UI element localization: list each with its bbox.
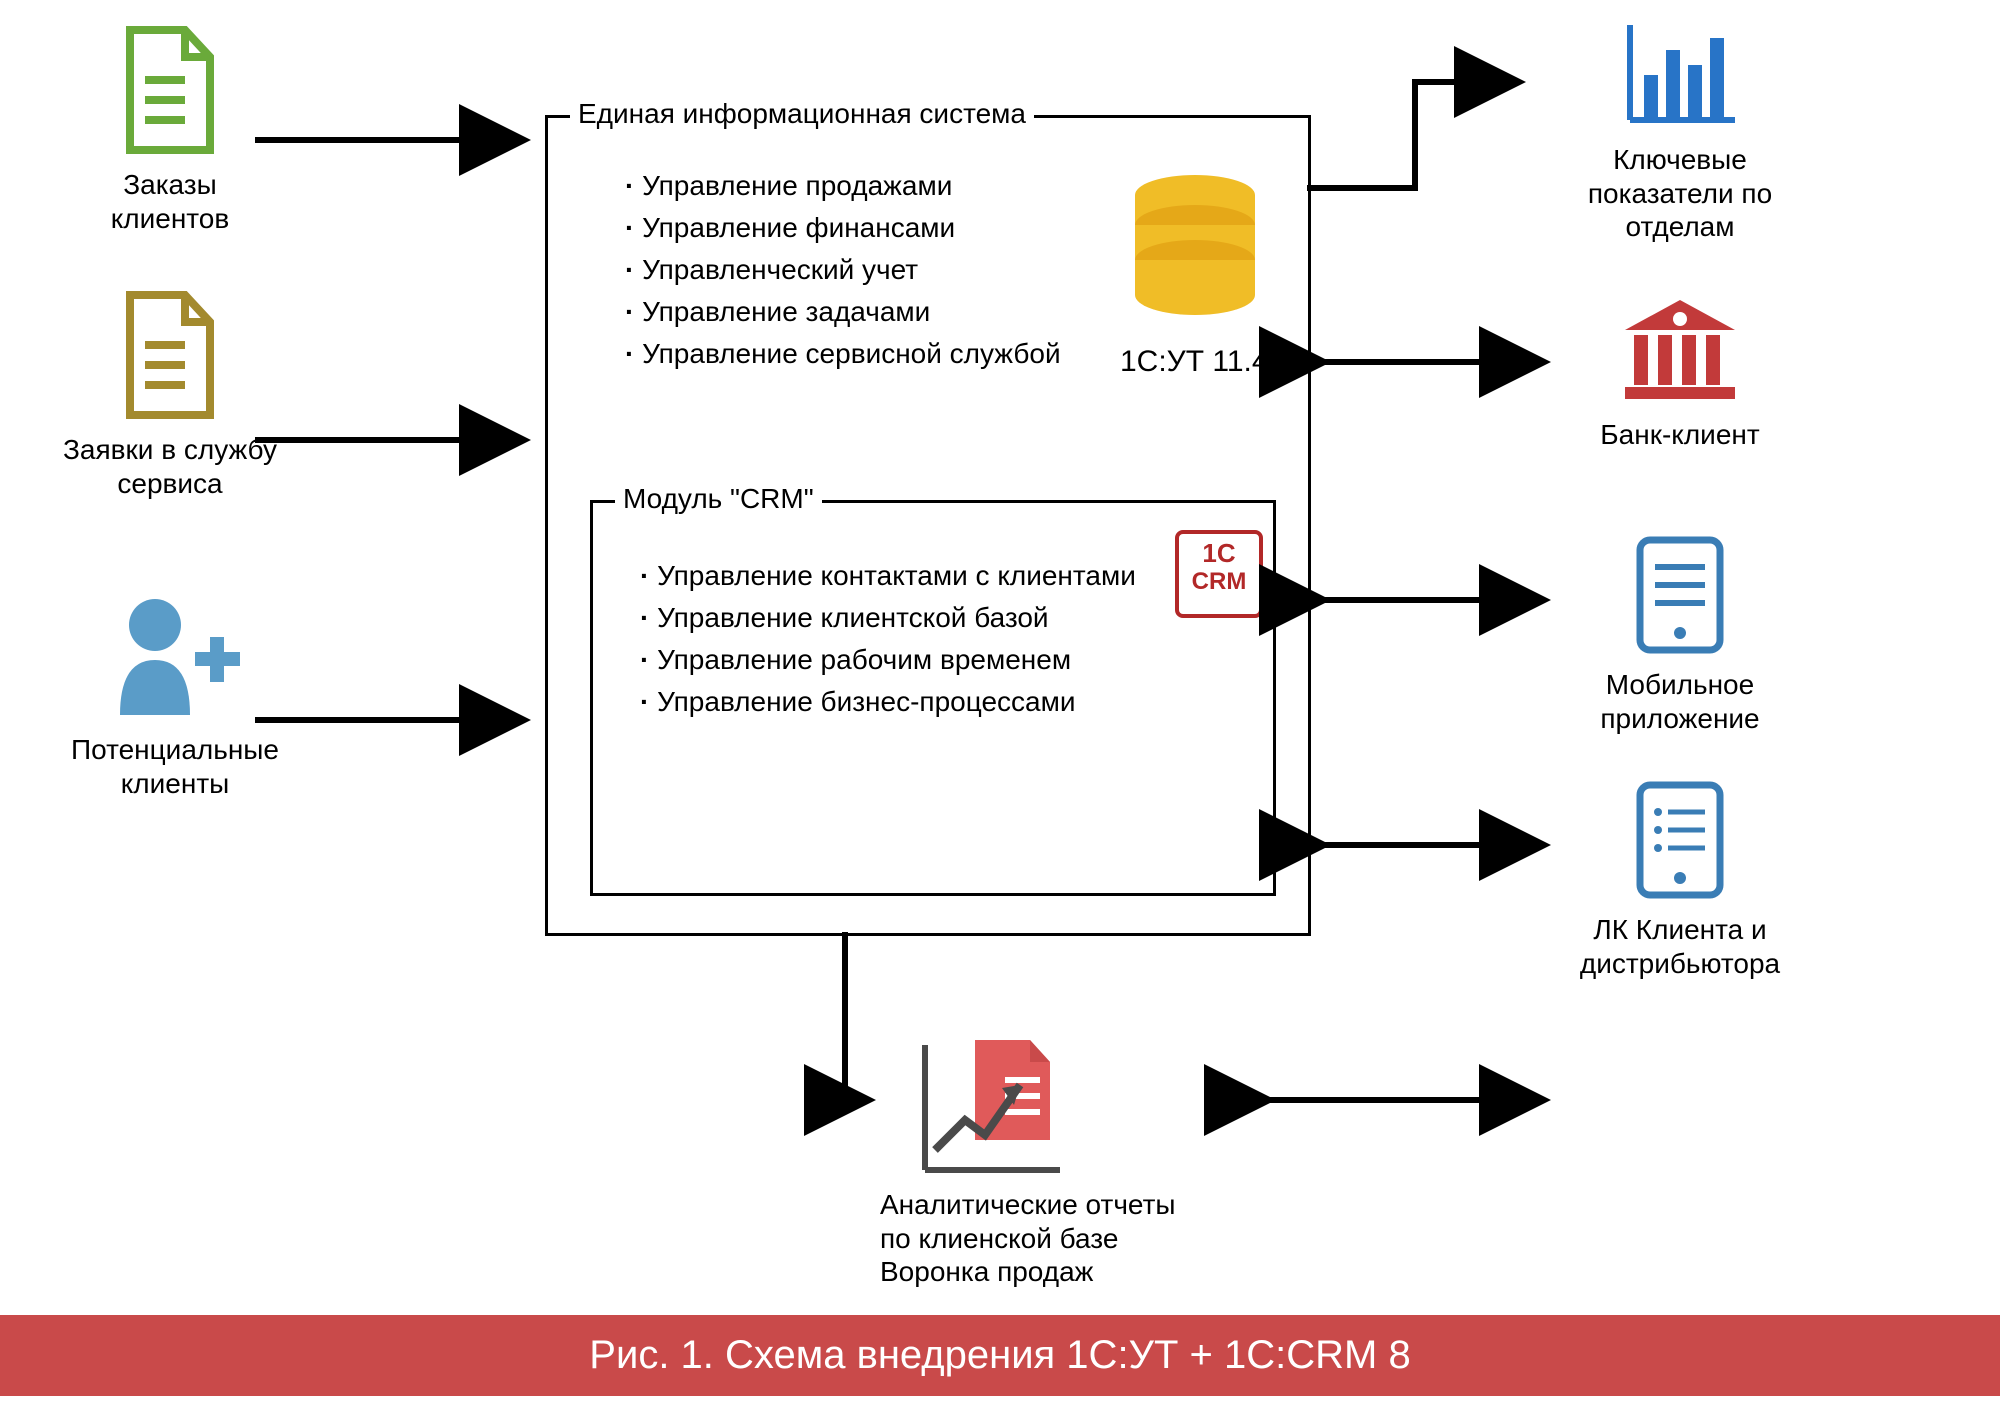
crm-logo-icon: 1С CRM bbox=[1175, 530, 1263, 618]
bullet-item: Управление контактами с клиентами bbox=[640, 555, 1170, 597]
label-bank: Банк-клиент bbox=[1565, 418, 1795, 452]
central-bullets: Управление продажами Управление финансам… bbox=[625, 165, 1105, 375]
tablet-list-icon bbox=[1630, 780, 1730, 900]
bullet-item: Управление продажами bbox=[625, 165, 1105, 207]
crm-logo-top: 1С bbox=[1179, 540, 1259, 566]
label-kpi: Ключевые показатели по отделам bbox=[1540, 143, 1820, 244]
bullet-item: Управление сервисной службой bbox=[625, 333, 1105, 375]
caption-text: Рис. 1. Схема внедрения 1С:УТ + 1С:CRM 8 bbox=[589, 1333, 1410, 1377]
bullet-item: Управление клиентской базой bbox=[640, 597, 1170, 639]
document-green-icon bbox=[115, 25, 225, 155]
bullet-item: Управленческий учет bbox=[625, 249, 1105, 291]
bullet-item: Управление финансами bbox=[625, 207, 1105, 249]
figure-caption: Рис. 1. Схема внедрения 1С:УТ + 1С:CRM 8 bbox=[0, 1315, 2000, 1396]
bullet-item: Управление бизнес-процессами bbox=[640, 681, 1170, 723]
bank-icon bbox=[1620, 295, 1740, 405]
node-portal: ЛК Клиента и дистрибьютора bbox=[1545, 780, 1815, 980]
bullet-item: Управление рабочим временем bbox=[640, 639, 1170, 681]
label-portal: ЛК Клиента и дистрибьютора bbox=[1545, 913, 1815, 980]
database-icon bbox=[1125, 170, 1265, 330]
bullet-item: Управление задачами bbox=[625, 291, 1105, 333]
label-service: Заявки в службу сервиса bbox=[35, 433, 305, 500]
label-reports-l2: по клиенской базе bbox=[880, 1222, 1260, 1256]
crm-bullets: Управление контактами с клиентами Управл… bbox=[640, 555, 1170, 723]
label-reports-l3: Воронка продаж bbox=[880, 1255, 1260, 1289]
node-orders: Заказы клиентов bbox=[70, 25, 270, 235]
node-reports: Аналитические отчеты по клиенской базе В… bbox=[880, 1030, 1260, 1289]
node-bank: Банк-клиент bbox=[1565, 295, 1795, 452]
label-orders: Заказы клиентов bbox=[70, 168, 270, 235]
crm-title: Модуль "CRM" bbox=[615, 483, 822, 515]
node-service: Заявки в службу сервиса bbox=[35, 290, 305, 500]
label-leads: Потенциальные клиенты bbox=[35, 733, 315, 800]
tablet-icon bbox=[1630, 535, 1730, 655]
bar-chart-icon bbox=[1620, 20, 1740, 130]
db-label: 1С:УТ 11.4 bbox=[1120, 345, 1269, 379]
node-mobile: Мобильное приложение bbox=[1555, 535, 1805, 735]
node-leads: Потенциальные клиенты bbox=[35, 590, 315, 800]
document-olive-icon bbox=[115, 290, 225, 420]
report-chart-icon bbox=[910, 1030, 1070, 1180]
node-kpi: Ключевые показатели по отделам bbox=[1540, 20, 1820, 244]
label-reports-l1: Аналитические отчеты bbox=[880, 1188, 1260, 1222]
label-mobile: Мобильное приложение bbox=[1555, 668, 1805, 735]
person-plus-icon bbox=[105, 590, 245, 720]
crm-logo-bottom: CRM bbox=[1179, 570, 1259, 594]
central-title: Единая информационная система bbox=[570, 98, 1034, 130]
